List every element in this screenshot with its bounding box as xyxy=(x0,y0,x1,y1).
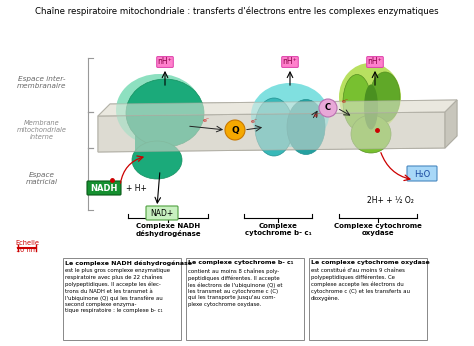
Ellipse shape xyxy=(319,99,337,117)
Text: + H+: + H+ xyxy=(126,184,147,193)
Text: est constitué d'au moins 9 chaînes
polypeptidiques différentes. Ce
complexe acce: est constitué d'au moins 9 chaînes polyp… xyxy=(311,268,410,301)
Ellipse shape xyxy=(126,79,204,147)
Text: Complexe
cytochrome b- c₁: Complexe cytochrome b- c₁ xyxy=(245,223,311,236)
Text: e⁻: e⁻ xyxy=(202,118,210,123)
Ellipse shape xyxy=(370,72,400,122)
Text: Q: Q xyxy=(231,126,239,135)
Text: e⁻: e⁻ xyxy=(313,113,320,118)
Polygon shape xyxy=(135,128,175,168)
Text: Membrane
mitochondriale
interne: Membrane mitochondriale interne xyxy=(17,120,67,140)
Text: Le complexe cytochrome oxydase: Le complexe cytochrome oxydase xyxy=(311,260,430,265)
Text: nH⁺: nH⁺ xyxy=(368,57,383,66)
Ellipse shape xyxy=(251,83,329,147)
Text: nH⁺: nH⁺ xyxy=(158,57,173,66)
FancyBboxPatch shape xyxy=(87,181,121,195)
FancyBboxPatch shape xyxy=(309,258,427,340)
Text: Echelle
10 nm: Echelle 10 nm xyxy=(15,240,39,253)
Polygon shape xyxy=(98,100,457,116)
Text: H₂O: H₂O xyxy=(414,170,430,179)
Text: Espace inter-
membranaire: Espace inter- membranaire xyxy=(17,75,67,89)
Polygon shape xyxy=(445,100,457,148)
Text: e⁻: e⁻ xyxy=(341,99,348,104)
Text: Le complexe cytochrome b- c₁: Le complexe cytochrome b- c₁ xyxy=(188,260,293,265)
Text: est le plus gros complexe enzymatique
respiratoire avec plus de 22 chaînes
polyp: est le plus gros complexe enzymatique re… xyxy=(65,268,170,313)
Text: nH⁺: nH⁺ xyxy=(283,57,297,66)
Ellipse shape xyxy=(225,120,245,140)
Ellipse shape xyxy=(132,141,182,179)
Ellipse shape xyxy=(116,74,202,146)
Text: NAD+: NAD+ xyxy=(150,209,173,218)
Text: C: C xyxy=(325,103,331,112)
Ellipse shape xyxy=(339,63,401,131)
Polygon shape xyxy=(445,100,457,148)
FancyBboxPatch shape xyxy=(63,258,181,340)
Ellipse shape xyxy=(351,115,391,153)
FancyBboxPatch shape xyxy=(407,166,437,181)
Text: Complexe NADH
déshydrogénase: Complexe NADH déshydrogénase xyxy=(135,223,201,237)
Text: Complexe cytochrome
oxydase: Complexe cytochrome oxydase xyxy=(334,223,422,236)
FancyBboxPatch shape xyxy=(186,258,304,340)
Polygon shape xyxy=(98,112,445,152)
Text: Le complexe NADH déshydrogénase: Le complexe NADH déshydrogénase xyxy=(65,260,192,265)
Ellipse shape xyxy=(255,98,293,156)
Ellipse shape xyxy=(343,74,371,129)
Polygon shape xyxy=(98,112,445,152)
Text: Chaîne respiratoire mitochondriale : transferts d'électrons entre les complexes : Chaîne respiratoire mitochondriale : tra… xyxy=(35,7,439,17)
Text: e⁻: e⁻ xyxy=(250,119,257,124)
Ellipse shape xyxy=(364,84,378,129)
Polygon shape xyxy=(98,100,457,116)
FancyBboxPatch shape xyxy=(146,206,178,220)
Text: 2H+ + ½ O₂: 2H+ + ½ O₂ xyxy=(366,196,413,205)
Text: Espace
matricial: Espace matricial xyxy=(26,172,58,184)
Text: NADH: NADH xyxy=(91,184,118,193)
Ellipse shape xyxy=(287,100,325,155)
Text: contient au moins 8 chaînes poly-
peptidiques différentes. Il accepte
les électr: contient au moins 8 chaînes poly- peptid… xyxy=(188,268,283,307)
